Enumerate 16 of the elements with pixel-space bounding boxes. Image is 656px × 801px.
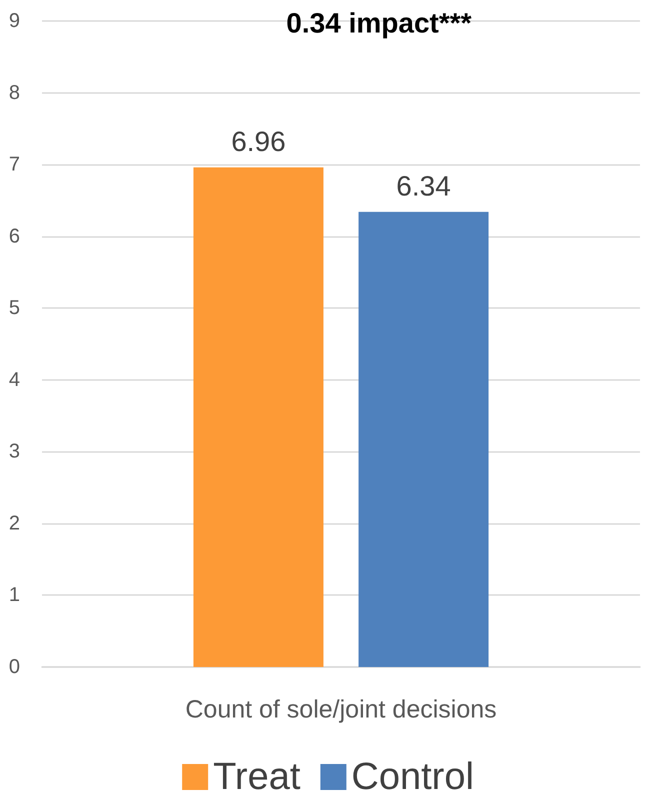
legend-label: Treat (213, 756, 301, 798)
y-tick-label: 7 (8, 154, 20, 176)
y-tick-label: 2 (8, 512, 20, 534)
data-label: 6.96 (231, 126, 286, 157)
chart-title: 0.34 impact*** (286, 8, 472, 38)
data-label: 6.34 (396, 170, 451, 202)
y-tick-label: 5 (8, 297, 20, 320)
x-tick-label: Count of sole/joint decisions (185, 696, 497, 724)
y-tick-label: 3 (8, 440, 20, 463)
y-tick-label: 8 (8, 82, 20, 104)
legend-label: Control (351, 756, 474, 798)
y-tick-label: 9 (8, 10, 20, 32)
y-tick-label: 6 (8, 225, 20, 248)
y-tick-label: 1 (8, 584, 20, 606)
y-tick-label: 0 (8, 656, 20, 678)
y-tick-label: 4 (8, 368, 20, 391)
